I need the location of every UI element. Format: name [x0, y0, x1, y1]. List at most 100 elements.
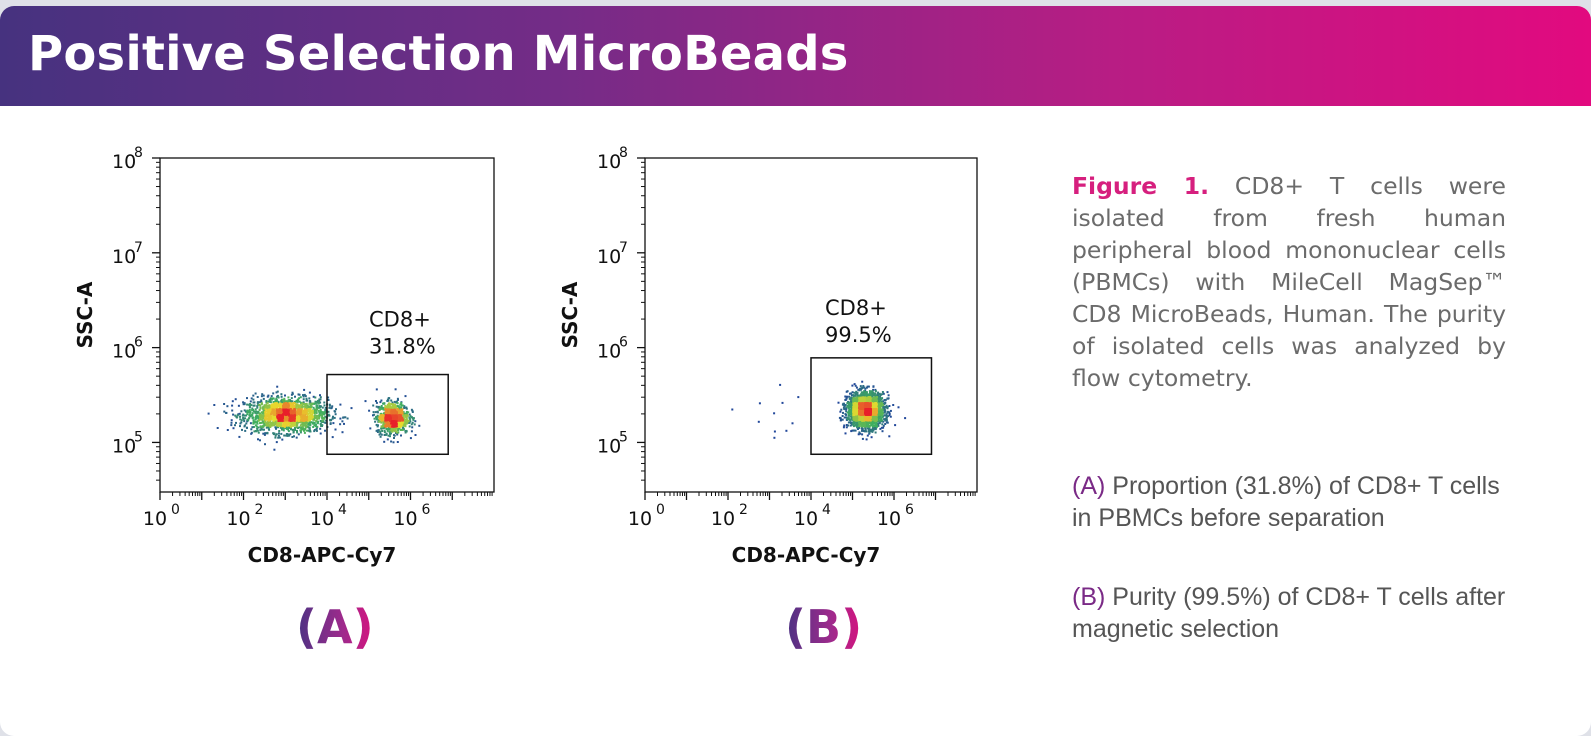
event-dot: [317, 402, 320, 405]
event-dot: [286, 405, 288, 408]
event-dot: [297, 427, 299, 429]
event-dot: [280, 421, 283, 424]
event-dot: [278, 436, 281, 439]
event-dot: [400, 429, 402, 431]
event-dot: [239, 418, 242, 421]
event-dot: [854, 420, 857, 423]
event-dot: [288, 417, 291, 420]
event-dot: [250, 404, 253, 407]
event-dot: [242, 401, 245, 404]
event-dot: [852, 405, 855, 408]
event-dot: [319, 420, 322, 422]
x-axis-label: CD8-APC-Cy7: [248, 543, 397, 567]
event-dot: [256, 422, 259, 425]
event-dot: [301, 404, 304, 407]
event-dot: [392, 403, 395, 406]
event-dot: [853, 408, 856, 411]
event-dot: [316, 408, 319, 411]
event-dot: [291, 409, 294, 412]
event-dot: [860, 393, 863, 396]
event-dot: [885, 413, 888, 416]
event-dot: [246, 397, 248, 400]
event-dot: [379, 435, 382, 438]
event-dot: [334, 410, 337, 413]
x-tick-exponent: 4: [338, 502, 347, 518]
event-dot: [855, 415, 858, 418]
event-dot: [277, 396, 280, 399]
event-dot: [274, 416, 277, 419]
event-dot: [858, 425, 861, 428]
event-dot: [881, 413, 884, 416]
event-dot: [382, 423, 385, 426]
event-dot: [389, 423, 392, 426]
event-dot: [844, 413, 847, 416]
event-dot: [859, 402, 862, 405]
event-dot: [839, 410, 842, 413]
event-dot: [273, 448, 276, 451]
event-dot: [390, 403, 393, 405]
event-dot: [405, 421, 408, 424]
event-dot: [319, 394, 321, 397]
event-dot: [312, 421, 315, 424]
event-dot: [262, 424, 265, 427]
event-dot: [287, 399, 290, 402]
event-dot: [884, 398, 887, 401]
event-dot: [859, 385, 862, 388]
event-dot: [859, 399, 862, 402]
event-dot: [304, 408, 307, 411]
event-dot: [390, 440, 393, 443]
event-dot: [881, 423, 884, 426]
event-dot: [313, 421, 316, 424]
event-dot: [379, 401, 382, 404]
event-dot: [317, 409, 320, 412]
event-dot: [866, 434, 869, 437]
event-dot: [296, 400, 299, 403]
event-dot: [280, 393, 283, 396]
event-dot: [389, 418, 392, 421]
event-dot: [409, 415, 412, 418]
event-dot: [862, 410, 865, 413]
gate-rectangle: [326, 373, 449, 456]
event-dot: [854, 424, 857, 427]
event-dot: [844, 395, 847, 398]
event-dot: [273, 410, 276, 413]
event-dot: [879, 395, 881, 398]
event-dot: [377, 419, 380, 422]
event-dot: [382, 421, 385, 424]
event-dot: [385, 428, 388, 430]
event-dot: [269, 418, 272, 421]
event-dot: [884, 417, 887, 420]
event-dot: [400, 412, 403, 414]
event-dot: [243, 414, 245, 417]
event-dot: [303, 429, 305, 432]
event-dot: [872, 427, 874, 430]
event-dot: [871, 390, 874, 393]
event-dot: [384, 424, 387, 427]
event-dot: [880, 426, 883, 429]
event-dot: [866, 393, 869, 396]
event-dot: [875, 406, 878, 409]
event-dot: [854, 394, 857, 397]
event-dot: [313, 424, 316, 427]
event-dot: [239, 425, 241, 428]
x-tick-label: 10: [143, 508, 167, 530]
event-dot: [280, 403, 283, 406]
event-dot: [851, 391, 854, 394]
event-dot: [265, 403, 268, 406]
event-dot: [287, 422, 289, 425]
event-dot: [387, 434, 390, 437]
event-dot: [284, 416, 286, 419]
event-dot: [871, 394, 874, 396]
event-dot: [380, 416, 383, 419]
event-dot: [883, 402, 886, 405]
event-dot: [235, 421, 237, 424]
event-dot: [293, 419, 296, 422]
event-dot: [871, 402, 874, 405]
event-dot: [281, 417, 284, 419]
event-dot: [858, 407, 861, 410]
event-dot: [298, 397, 301, 400]
event-dot: [847, 404, 849, 407]
event-dot: [884, 401, 887, 404]
event-dot: [862, 418, 865, 421]
event-dot: [878, 411, 881, 414]
